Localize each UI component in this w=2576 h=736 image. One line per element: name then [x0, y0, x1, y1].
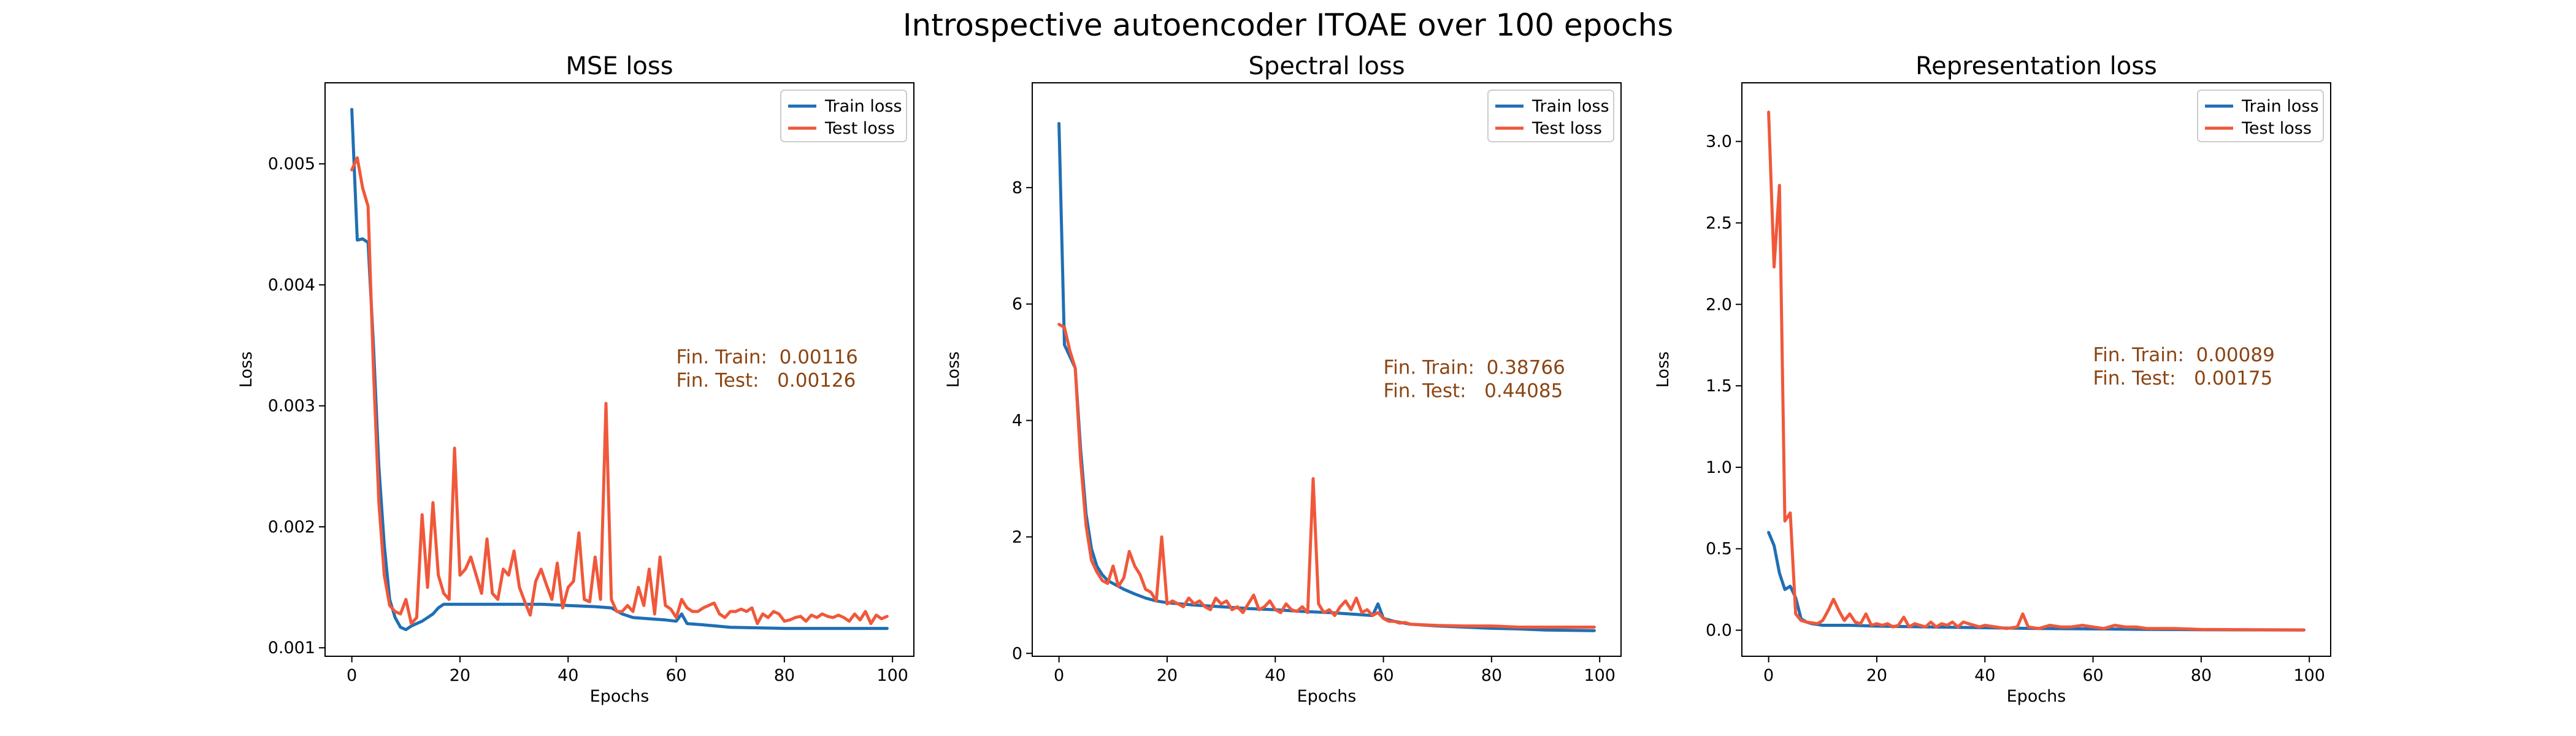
- subplot-title: MSE loss: [565, 52, 673, 80]
- x-tick-label: 80: [774, 666, 795, 685]
- legend-label: Test loss: [824, 119, 895, 138]
- y-tick-label: 0: [1012, 644, 1022, 663]
- y-tick-label: 0.005: [268, 155, 315, 174]
- subplot-2: Spectral loss 0 20 40 60 80 100 0 2 4 6 8 Epochs Loss…: [944, 52, 1622, 706]
- subplot-1: MSE loss 0 20 40 60 80 100 0.001 0.002 0.003 0.004…: [237, 52, 914, 706]
- train-loss-line: [1767, 531, 2306, 632]
- x-tick-label: 60: [665, 666, 686, 685]
- y-tick-label: 2.5: [1706, 213, 1732, 232]
- y-tick-label: 4: [1012, 412, 1022, 431]
- legend: Train loss Test loss: [2197, 90, 2324, 142]
- x-tick-label: 20: [1157, 666, 1178, 685]
- y-tick-label: 6: [1012, 295, 1022, 314]
- x-tick-label: 0: [1763, 666, 1774, 685]
- legend-label: Train loss: [824, 97, 902, 116]
- y-tick-label: 0.004: [268, 275, 315, 294]
- y-axis-label: Loss: [944, 351, 963, 388]
- x-tick-label: 80: [1481, 666, 1502, 685]
- figure-title: Introspective autoencoder ITOAE over 100…: [903, 7, 1673, 43]
- legend-label: Train loss: [2241, 97, 2319, 116]
- test-loss-line: [1057, 323, 1596, 629]
- y-tick-label: 0.002: [268, 518, 315, 537]
- final-train-annotation: Fin. Train: 0.00116: [677, 347, 858, 369]
- y-tick-label: 1.0: [1706, 458, 1732, 477]
- y-tick-label: 0.003: [268, 397, 315, 416]
- y-tick-label: 2.0: [1706, 295, 1732, 314]
- test-loss-line: [1767, 110, 2306, 632]
- x-tick-label: 40: [1265, 666, 1286, 685]
- legend: Train loss Test loss: [780, 90, 907, 142]
- x-tick-label: 20: [450, 666, 470, 685]
- legend-label: Test loss: [1531, 119, 1602, 138]
- subplot-3: Representation loss 0 20 40 60 80 100 0.0 0.5 1.0…: [1654, 52, 2331, 706]
- test-loss-line: [350, 156, 889, 626]
- legend-label: Train loss: [1531, 97, 1609, 116]
- y-tick-label: 8: [1012, 178, 1022, 197]
- final-test-annotation: Fin. Test: 0.00126: [677, 370, 856, 392]
- final-test-annotation: Fin. Test: 0.00175: [2093, 367, 2273, 389]
- final-train-annotation: Fin. Train: 0.00089: [2093, 344, 2275, 366]
- x-axis-label: Epochs: [1297, 687, 1357, 706]
- legend-label: Test loss: [2241, 119, 2312, 138]
- x-tick-label: 60: [1373, 666, 1393, 685]
- x-axis-label: Epochs: [590, 687, 650, 706]
- y-tick-label: 2: [1012, 527, 1022, 546]
- plot-frame: [1741, 82, 2331, 657]
- y-tick-label: 0.001: [268, 638, 315, 657]
- x-tick-label: 0: [347, 666, 357, 685]
- y-axis-label: Loss: [237, 351, 256, 388]
- x-tick-label: 80: [2191, 666, 2212, 685]
- y-tick-label: 3.0: [1706, 132, 1732, 151]
- final-train-annotation: Fin. Train: 0.38766: [1384, 357, 1565, 379]
- x-tick-label: 100: [1584, 666, 1616, 685]
- subplot-title: Representation loss: [1915, 52, 2157, 80]
- y-axis-label: Loss: [1654, 351, 1673, 388]
- x-tick-label: 20: [1866, 666, 1887, 685]
- plot-frame: [1032, 82, 1622, 657]
- x-tick-label: 40: [1974, 666, 1995, 685]
- x-axis-label: Epochs: [2007, 687, 2066, 706]
- y-tick-label: 1.5: [1706, 377, 1732, 396]
- legend: Train loss Test loss: [1487, 90, 1614, 142]
- plot-frame: [324, 82, 914, 657]
- x-tick-label: 0: [1054, 666, 1064, 685]
- subplot-title: Spectral loss: [1248, 52, 1405, 80]
- y-tick-label: 0.5: [1706, 540, 1732, 559]
- x-tick-label: 40: [558, 666, 578, 685]
- x-tick-label: 100: [876, 666, 908, 685]
- x-tick-label: 60: [2082, 666, 2103, 685]
- y-tick-label: 0.0: [1706, 621, 1732, 640]
- x-tick-label: 100: [2293, 666, 2325, 685]
- final-test-annotation: Fin. Test: 0.44085: [1384, 380, 1563, 402]
- train-loss-line: [350, 107, 889, 632]
